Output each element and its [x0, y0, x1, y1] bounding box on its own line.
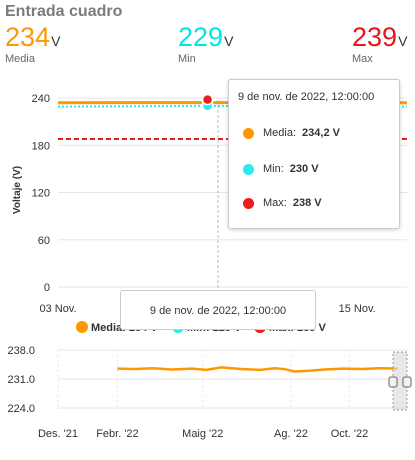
tooltip-row-min: Min: 230 V — [243, 162, 319, 176]
navigator-x-tick-label: Des. '21 — [38, 428, 78, 440]
x-tick-label: 15 Nov. — [339, 303, 376, 315]
tooltip-row-avg: Media: 234,2 V — [243, 126, 340, 140]
stat-max-value: 239 — [352, 22, 398, 52]
navigator-handle-right[interactable] — [402, 376, 412, 388]
stat-average-value: 234 — [5, 22, 51, 52]
tooltip-value-min: 230 V — [289, 163, 319, 175]
navigator-grid — [57, 349, 407, 409]
tooltip-value-max: 238 V — [292, 197, 322, 209]
stat-min-value: 229 — [178, 22, 224, 52]
y-tick-label: 240 — [32, 93, 50, 105]
main-y-axis: 0 60 120 180 240 — [32, 93, 50, 294]
stat-max-unit: V — [398, 33, 408, 49]
tooltip-dot-max — [243, 197, 254, 209]
tooltip-label-avg: Media: — [263, 127, 297, 139]
stat-max-label: Max — [352, 53, 373, 65]
y-tick-label: 60 — [38, 235, 50, 247]
widget-title: Entrada cuadro — [5, 3, 123, 20]
navigator-y-tick-label: 231.0 — [7, 374, 35, 386]
stat-average-label: Media — [5, 53, 35, 65]
crosshair-date-label: 9 de nov. de 2022, 12:00:00 — [120, 290, 316, 330]
navigator-x-tick-label: Maig '22 — [182, 428, 223, 440]
legend-marker — [76, 321, 88, 333]
tooltip-row-max: Max: 238 V — [243, 196, 322, 210]
navigator-handle-left[interactable] — [388, 376, 398, 388]
navigator-selection[interactable] — [392, 351, 408, 411]
highlight-point-max — [201, 93, 214, 106]
navigator-y-tick-label: 238.0 — [7, 345, 35, 357]
navigator-x-tick-label: Febr. '22 — [96, 428, 138, 440]
stat-min: 229V Min — [178, 22, 233, 65]
data-tooltip: 9 de nov. de 2022, 12:00:00 Media: 234,2… — [228, 79, 400, 229]
tooltip-dot-avg — [243, 127, 254, 139]
y-tick-label: 120 — [32, 188, 50, 200]
main-x-axis: 03 Nov. 15 Nov. — [39, 303, 375, 315]
stat-average: 234V Media — [5, 22, 60, 65]
stat-average-unit: V — [51, 33, 61, 49]
stat-min-label: Min — [178, 53, 196, 65]
navigator-series-line — [117, 366, 398, 373]
tooltip-title: 9 de nov. de 2022, 12:00:00 — [238, 91, 375, 103]
navigator-x-axis: Des. '21 Febr. '22 Maig '22 Ag. '22 Oct. '22 — [38, 428, 368, 440]
navigator-series — [117, 366, 398, 373]
y-axis-title: Voltaje (V) — [12, 166, 23, 214]
x-tick-label: 03 Nov. — [39, 303, 76, 315]
stat-min-unit: V — [224, 33, 234, 49]
tooltip-label-max: Max: — [263, 197, 287, 209]
navigator-x-tick-label: Oct. '22 — [331, 428, 369, 440]
stat-max: 239V Max — [352, 22, 407, 65]
highlight-points — [201, 93, 214, 112]
tooltip-dot-min — [243, 163, 254, 175]
y-tick-label: 180 — [32, 140, 50, 152]
tooltip-label-min: Min: — [263, 163, 284, 175]
tooltip-value-avg: 234,2 V — [302, 127, 340, 139]
navigator-y-axis: 238.0 231.0 224.0 — [7, 345, 35, 415]
y-tick-label: 0 — [44, 282, 50, 294]
navigator-x-tick-label: Ag. '22 — [274, 428, 308, 440]
navigator-y-tick-label: 224.0 — [7, 403, 35, 415]
